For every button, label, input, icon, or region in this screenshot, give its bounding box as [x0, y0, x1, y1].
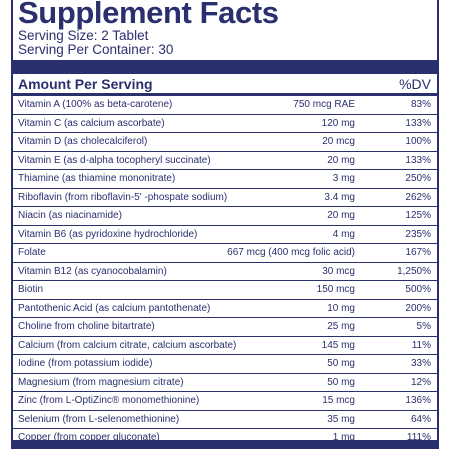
nutrient-amount: 3 mg	[332, 173, 355, 184]
nutrient-dv: 1,250%	[397, 265, 431, 277]
nutrient-amount: 50 mg	[327, 358, 355, 369]
bottom-divider	[13, 440, 437, 447]
thick-divider	[13, 60, 437, 74]
amount-per-serving-header: Amount Per Serving	[18, 76, 153, 92]
nutrient-row: Zinc (from L-OptiZinc® monomethionine) 15…	[13, 392, 437, 411]
nutrient-name: Vitamin D (as cholecalciferol)	[18, 136, 148, 147]
nutrient-name: Niacin (as niacinamide)	[18, 210, 122, 221]
nutrient-name: Calcium (from calcium citrate, calcium a…	[18, 339, 237, 351]
panel-title: Supplement Facts	[18, 0, 279, 30]
nutrient-amount: 145 mg	[321, 339, 355, 351]
nutrient-name: Vitamin C (as calcium ascorbate)	[18, 117, 165, 129]
nutrient-row: Selenium (from L-selenomethionine) 35 mg 6…	[13, 411, 437, 429]
nutrient-row: Biotin 150 mcg 500%	[13, 281, 437, 300]
nutrient-row: Copper (from copper gluconate) 1 mg 111%	[13, 429, 437, 448]
nutrient-amount: 667 mcg (400 mcg folic acid)	[227, 247, 355, 258]
nutrient-list: Vitamin A (100% as beta-carotene) 750 mcg…	[13, 96, 437, 448]
nutrient-row: Vitamin C (as calcium ascorbate) 120 mg 13…	[13, 115, 437, 133]
column-header-row: Amount Per Serving %DV	[13, 75, 437, 93]
nutrient-row: Vitamin A (100% as beta-carotene) 750 mcg…	[13, 96, 437, 115]
nutrient-row: Thiamine (as thiamine mononitrate) 3 mg 25…	[13, 170, 437, 189]
nutrient-row: Pantothenic Acid (as calcium pantothenat…	[13, 300, 437, 318]
nutrient-dv: 83%	[410, 99, 431, 110]
nutrient-dv: 200%	[405, 302, 431, 314]
nutrient-dv: 133%	[405, 154, 431, 166]
nutrient-amount: 20 mg	[327, 210, 355, 221]
nutrient-dv: 235%	[405, 228, 431, 240]
nutrient-name: Copper (from copper gluconate)	[18, 432, 160, 443]
nutrient-amount: 30 mcg	[322, 265, 355, 277]
dv-header: %DV	[399, 76, 431, 92]
nutrient-name: Folate	[18, 247, 46, 258]
nutrient-row: Vitamin D (as cholecalciferol) 20 mcg 100%	[13, 133, 437, 152]
nutrient-name: Thiamine (as thiamine mononitrate)	[18, 173, 176, 184]
nutrient-amount: 10 mg	[327, 302, 355, 314]
supplement-facts-panel: Supplement Facts Serving Size: 2 Tablet …	[11, 0, 439, 449]
nutrient-amount: 3.4 mg	[324, 191, 355, 203]
nutrient-dv: 11%	[411, 339, 431, 351]
medium-divider	[13, 93, 437, 96]
nutrient-name: Selenium (from L-selenomethionine)	[18, 413, 180, 425]
nutrient-name: Riboflavin (from riboflavin-5' -phospate…	[18, 191, 228, 203]
nutrient-name: Magnesium (from magnesium citrate)	[18, 376, 184, 388]
nutrient-row: Vitamin E (as d-alpha tocopheryl succina…	[13, 152, 437, 170]
serving-size: Serving Size: 2 Tablet	[18, 28, 149, 43]
nutrient-dv: 167%	[405, 247, 431, 258]
nutrient-amount: 20 mg	[327, 154, 355, 166]
nutrient-name: Vitamin A (100% as beta-carotene)	[18, 99, 173, 110]
nutrient-name: Vitamin E (as d-alpha tocopheryl succina…	[18, 154, 211, 166]
nutrient-amount: 50 mg	[327, 376, 355, 388]
nutrient-amount: 150 mcg	[316, 284, 355, 295]
nutrient-amount: 120 mg	[321, 117, 355, 129]
nutrient-amount: 1 mg	[332, 432, 355, 443]
nutrient-dv: 5%	[416, 321, 431, 332]
nutrient-dv: 500%	[405, 284, 431, 295]
servings-per-container: Serving Per Container: 30	[18, 42, 174, 57]
nutrient-row: Choline from choline bitartrate) 25 mg 5%	[13, 318, 437, 337]
nutrient-row: Niacin (as niacinamide) 20 mg 125%	[13, 207, 437, 226]
nutrient-dv: 100%	[405, 136, 431, 147]
nutrient-dv: 64%	[410, 413, 431, 425]
nutrient-name: Iodine (from potassium iodide)	[18, 358, 153, 369]
nutrient-dv: 136%	[405, 395, 431, 406]
nutrient-name: Pantothenic Acid (as calcium pantothenat…	[18, 302, 211, 314]
nutrient-amount: 20 mcg	[322, 136, 355, 147]
nutrient-row: Calcium (from calcium citrate, calcium a…	[13, 337, 437, 355]
nutrient-name: Biotin	[18, 284, 44, 295]
nutrient-name: Vitamin B12 (as cyanocobalamin)	[18, 265, 167, 277]
nutrient-dv: 133%	[405, 117, 431, 129]
nutrient-row: Iodine (from potassium iodide) 50 mg 33%	[13, 355, 437, 374]
nutrient-row: Riboflavin (from riboflavin-5' -phospate…	[13, 189, 437, 207]
nutrient-amount: 15 mcg	[322, 395, 355, 406]
nutrient-amount: 4 mg	[332, 228, 355, 240]
nutrient-dv: 125%	[405, 210, 431, 221]
nutrient-dv: 12%	[410, 376, 431, 388]
nutrient-amount: 750 mcg RAE	[293, 99, 355, 110]
nutrient-dv: 33%	[410, 358, 431, 369]
nutrient-row: Magnesium (from magnesium citrate) 50 mg 1…	[13, 374, 437, 392]
nutrient-name: Vitamin B6 (as pyridoxine hydrochloride)	[18, 228, 198, 240]
nutrient-row: Vitamin B12 (as cyanocobalamin) 30 mcg 1,2…	[13, 263, 437, 281]
nutrient-amount: 35 mg	[327, 413, 355, 425]
nutrient-dv: 111%	[406, 432, 431, 443]
nutrient-name: Choline from choline bitartrate)	[18, 321, 155, 332]
nutrient-dv: 250%	[405, 173, 431, 184]
nutrient-row: Folate 667 mcg (400 mcg folic acid) 167%	[13, 244, 437, 263]
nutrient-amount: 25 mg	[327, 321, 355, 332]
nutrient-name: Zinc (from L-OptiZinc® monomethionine)	[18, 395, 200, 406]
nutrient-row: Vitamin B6 (as pyridoxine hydrochloride)…	[13, 226, 437, 244]
nutrient-dv: 262%	[405, 191, 431, 203]
